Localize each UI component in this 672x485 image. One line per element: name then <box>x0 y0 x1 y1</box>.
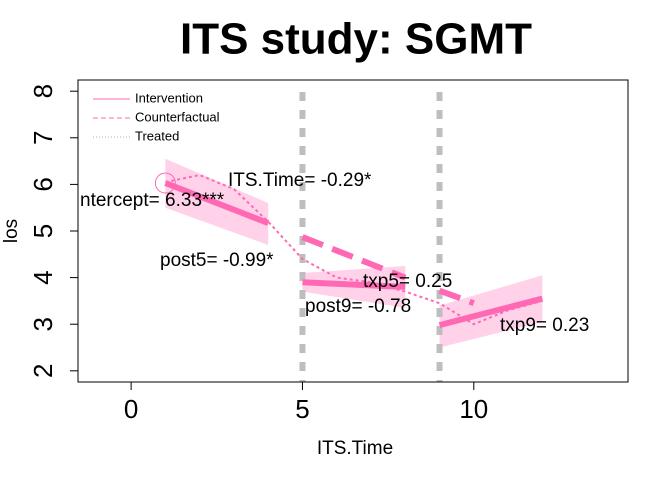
plot-frame <box>77 79 629 383</box>
legend-label: Treated <box>135 128 179 143</box>
series-line <box>164 180 270 226</box>
chart-title: ITS study: SGMT <box>180 15 532 64</box>
y-axis-label: los <box>1 219 22 243</box>
series-line <box>301 234 407 281</box>
intercept-point <box>154 172 176 194</box>
legend-label: Intervention <box>135 90 203 105</box>
series-line <box>438 287 475 307</box>
y-tick-label: 4 <box>28 270 58 284</box>
x-axis-label: ITS.Time <box>317 438 393 459</box>
series-line <box>165 174 543 326</box>
x-tick-label: 0 <box>124 394 138 424</box>
annotation: ITS.Time= -0.29* <box>228 170 372 191</box>
annotation: post5= -0.99* <box>160 250 274 271</box>
y-tick-label: 2 <box>28 364 58 378</box>
series-line <box>438 295 544 329</box>
y-tick-label: 6 <box>28 177 58 191</box>
legend-label: Counterfactual <box>135 109 220 124</box>
x-tick-label: 10 <box>459 394 488 424</box>
y-tick-label: 5 <box>28 224 58 238</box>
annotation: post9= -0.78 <box>305 296 411 317</box>
y-tick-label: 7 <box>28 131 58 145</box>
annotation: txp5= 0.25 <box>363 271 452 292</box>
y-tick-label: 8 <box>28 84 58 98</box>
series-line <box>302 279 406 290</box>
annotation: txp9= 0.23 <box>500 315 589 336</box>
x-tick-label: 5 <box>295 394 309 424</box>
y-tick-label: 3 <box>28 317 58 331</box>
annotation: ntercept= 6.33*** <box>80 190 225 211</box>
